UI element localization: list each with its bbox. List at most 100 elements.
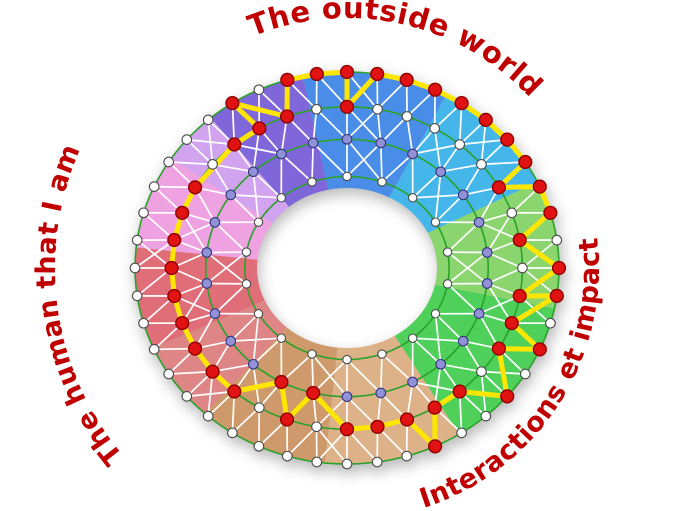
node-outer <box>371 456 383 468</box>
node-outer <box>181 391 193 402</box>
node-red <box>399 72 414 88</box>
mesh-line <box>462 340 483 373</box>
node-mid <box>517 262 528 274</box>
node-outer <box>551 234 563 246</box>
node-outer <box>545 317 556 329</box>
mesh-line <box>315 108 348 141</box>
mesh-line <box>315 428 348 463</box>
node-mid <box>311 421 322 433</box>
mesh-line <box>185 390 236 398</box>
node-inner <box>241 279 252 289</box>
node-red <box>428 439 443 454</box>
mesh-line <box>312 108 318 144</box>
mesh-line <box>439 163 483 173</box>
node-red <box>339 99 355 114</box>
node-red <box>399 412 415 427</box>
node-outer <box>138 317 149 329</box>
mesh-line <box>379 142 383 183</box>
mesh-line <box>486 251 524 269</box>
node-red <box>306 385 321 401</box>
node-red <box>188 180 203 195</box>
mesh-line <box>252 170 283 199</box>
node-purple <box>225 189 237 201</box>
mesh-line <box>167 161 214 166</box>
node-red <box>167 232 182 248</box>
node-mid <box>454 139 466 150</box>
mesh-line <box>478 212 513 224</box>
node-inner <box>442 279 453 289</box>
node-mid <box>253 402 265 413</box>
node-outer <box>129 262 141 274</box>
node-purple <box>209 217 221 228</box>
nodes <box>129 64 567 470</box>
node-mid <box>311 103 322 115</box>
mesh-line <box>229 312 260 342</box>
node-inner <box>307 349 317 359</box>
node-purple <box>375 387 387 399</box>
node-red <box>227 384 242 399</box>
sector-blue <box>302 72 447 198</box>
node-red <box>427 400 442 415</box>
node-red <box>452 384 467 399</box>
node-inner <box>276 333 287 343</box>
node-purple <box>341 391 353 403</box>
node-red <box>551 260 567 276</box>
mesh-line <box>205 251 248 285</box>
node-mid <box>207 159 218 170</box>
node-mid <box>476 159 487 170</box>
label-human-text: The human that I am <box>31 140 128 471</box>
mesh-line <box>280 153 313 183</box>
sector-cyan <box>389 94 538 233</box>
mesh-line <box>252 170 260 224</box>
node-purple <box>341 133 353 145</box>
node-purple <box>247 166 259 178</box>
mesh-line <box>136 267 173 297</box>
mesh-line <box>311 142 315 183</box>
node-purple <box>307 137 319 149</box>
node-mid <box>506 207 518 219</box>
mesh-line <box>379 353 383 394</box>
node-red <box>274 374 289 390</box>
node-red <box>512 232 527 248</box>
node-inner <box>241 247 252 257</box>
mesh-line <box>486 267 524 285</box>
mesh-line <box>434 194 465 224</box>
node-outer <box>163 156 175 168</box>
node-inner <box>407 193 418 203</box>
node-purple <box>481 247 493 258</box>
node-purple <box>473 308 485 319</box>
node-red <box>532 342 547 357</box>
mesh-line <box>231 406 261 434</box>
mesh-line <box>346 395 379 428</box>
node-red <box>280 72 295 88</box>
mesh-line <box>486 282 513 324</box>
mesh-line <box>233 143 283 155</box>
node-red <box>543 205 558 220</box>
node-inner <box>253 217 264 227</box>
node-red <box>175 205 190 221</box>
mesh-line <box>346 428 379 463</box>
node-outer <box>181 134 193 145</box>
mesh-line <box>433 363 442 409</box>
node-outer <box>480 410 492 422</box>
node-outer <box>138 207 149 219</box>
mesh-line <box>185 138 214 166</box>
node-inner <box>342 171 352 182</box>
mesh-line <box>434 312 442 366</box>
node-red <box>339 64 355 80</box>
node-red <box>500 389 515 404</box>
mesh-line <box>446 221 480 253</box>
node-mid <box>401 111 413 122</box>
mesh-line <box>462 163 483 196</box>
mesh-line <box>434 312 465 342</box>
mesh-line <box>173 221 216 241</box>
mesh-line <box>433 127 442 173</box>
mesh-line <box>379 115 408 144</box>
label-human-that-i-am: The human that I am <box>31 140 129 471</box>
mesh-line <box>286 425 318 457</box>
mesh-line <box>214 221 248 253</box>
node-red <box>164 260 179 276</box>
mesh-line <box>346 108 379 141</box>
node-red <box>428 82 443 97</box>
mesh-line <box>411 143 461 155</box>
